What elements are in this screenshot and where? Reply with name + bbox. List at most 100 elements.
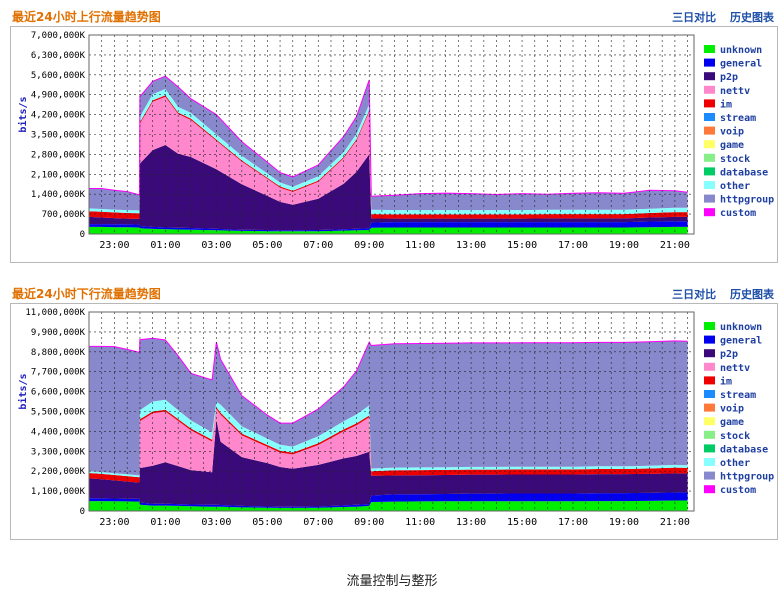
legend-label-database: database [720, 167, 768, 178]
upstream-three-day-compare-link[interactable]: 三日对比 [672, 11, 717, 24]
legend-label-other: other [720, 181, 750, 192]
legend-swatch-im [704, 99, 715, 108]
y-tick-label: 2,100,000K [31, 170, 86, 180]
x-tick-label: 15:00 [507, 517, 537, 528]
upstream-panel-header: 最近24小时上行流量趋势图 三日对比 历史图表 [10, 6, 778, 26]
legend-swatch-stream [704, 113, 715, 121]
x-tick-label: 15:00 [507, 240, 537, 251]
y-tick-label: 1,400,000K [31, 190, 86, 200]
upstream-panel: 最近24小时上行流量趋势图 三日对比 历史图表 0 700,000K 1,400,0… [10, 6, 778, 268]
legend-swatch-nettv [704, 362, 715, 371]
series-area-p2p [89, 145, 688, 231]
legend-label-im: im [720, 98, 732, 110]
legend-label-nettv: nettv [720, 86, 750, 97]
x-tick-label: 21:00 [660, 240, 690, 251]
legend-label-game: game [720, 417, 744, 428]
downstream-history-chart-link[interactable]: 历史图表 [730, 288, 774, 301]
legend-swatch-custom [704, 485, 715, 494]
legend-swatch-httpgroup [704, 194, 715, 203]
series-area-httpgroup [89, 76, 688, 211]
legend-label-game: game [720, 140, 744, 151]
legend-swatch-voip [704, 126, 715, 135]
legend-label-nettv: nettv [720, 363, 750, 374]
legend-swatch-database [704, 444, 715, 453]
legend-label-stock: stock [720, 154, 750, 165]
y-tick-label: 700,000K [42, 210, 86, 220]
x-tick-label: 07:00 [303, 517, 333, 528]
legend-swatch-voip [704, 403, 715, 412]
upstream-panel-links: 三日对比 历史图表 [662, 9, 774, 25]
legend-swatch-stock [704, 153, 715, 162]
x-tick-label: 03:00 [201, 517, 231, 528]
downstream-panel-title: 最近24小时下行流量趋势图 [12, 287, 161, 301]
legend-swatch-game [704, 417, 715, 426]
legend-swatch-p2p [704, 349, 715, 358]
legend-label-other: other [720, 458, 750, 469]
series-area-general [89, 492, 688, 508]
upstream-chart-box: 0 700,000K 1,400,000K 2,100,000K 2,800,000K 3… [10, 26, 778, 263]
legend-label-custom: custom [720, 208, 756, 219]
y-tick-label: 7,000,000K [31, 31, 86, 41]
x-tick-label: 17:00 [558, 517, 588, 528]
figure-caption: 流量控制与整形 [346, 574, 438, 589]
y-tick-label: 2,200,000K [31, 467, 86, 477]
plot-frame [88, 34, 695, 235]
legend-label-unknown: unknown [720, 322, 762, 333]
legend-swatch-im [704, 376, 715, 385]
x-tick-label: 01:00 [150, 517, 180, 528]
x-tick-label: 13:00 [456, 517, 486, 528]
y-tick-label: 6,600,000K [31, 388, 86, 398]
x-tick-label: 17:00 [558, 240, 588, 251]
x-tick-label: 19:00 [609, 240, 639, 251]
series-line-custom [89, 337, 688, 424]
y-tick-label: 6,300,000K [31, 51, 86, 61]
series-area-im [89, 407, 688, 483]
downstream-panel: 最近24小时下行流量趋势图 三日对比 历史图表 0 1,100,000K 2,200… [10, 283, 778, 545]
x-tick-label: 05:00 [252, 240, 282, 251]
x-tick-label: 23:00 [99, 240, 129, 251]
legend-swatch-custom [704, 208, 715, 217]
legend-swatch-stock [704, 430, 715, 439]
x-tick-label: 01:00 [150, 240, 180, 251]
legend-label-p2p: p2p [720, 72, 738, 83]
series-area-other [89, 399, 688, 478]
series-area-unknown [89, 226, 688, 234]
x-tick-label: 19:00 [609, 517, 639, 528]
y-tick-label: 3,300,000K [31, 447, 86, 457]
y-tick-label: 5,500,000K [31, 408, 86, 418]
legend-swatch-unknown [704, 45, 715, 53]
y-tick-label: 9,900,000K [31, 328, 86, 338]
series-area-im [89, 95, 688, 219]
legend-swatch-general [704, 335, 715, 344]
legend-label-database: database [720, 444, 768, 455]
series-area-general [89, 221, 688, 232]
downstream-panel-links: 三日对比 历史图表 [662, 286, 774, 302]
downstream-three-day-compare-link[interactable]: 三日对比 [672, 288, 717, 301]
x-tick-label: 03:00 [201, 240, 231, 251]
y-tick-label: 4,900,000K [31, 91, 86, 101]
x-tick-label: 05:00 [252, 517, 282, 528]
downstream-panel-header: 最近24小时下行流量趋势图 三日对比 历史图表 [10, 283, 778, 303]
y-tick-label: 2,800,000K [31, 150, 86, 160]
downstream-chart: 0 1,100,000K 2,200,000K 3,300,000K 4,400,000… [17, 308, 774, 528]
legend-swatch-other [704, 458, 715, 466]
y-axis-label: bits/s [17, 373, 29, 409]
legend-swatch-game [704, 140, 715, 149]
y-tick-label: 11,000,000K [25, 308, 85, 318]
plot-frame [88, 311, 695, 512]
legend-swatch-p2p [704, 72, 715, 81]
legend-swatch-nettv [704, 85, 715, 94]
legend-label-voip: voip [720, 403, 744, 415]
series-area-httpgroup [89, 338, 688, 476]
x-tick-label: 09:00 [354, 240, 384, 251]
legend-label-stream: stream [720, 390, 756, 401]
x-tick-label: 09:00 [354, 517, 384, 528]
upstream-chart: 0 700,000K 1,400,000K 2,100,000K 2,800,000K 3… [17, 31, 774, 251]
x-tick-label: 07:00 [303, 240, 333, 251]
y-tick-label: 1,100,000K [31, 487, 86, 497]
x-tick-label: 11:00 [405, 517, 435, 528]
downstream-chart-box: 0 1,100,000K 2,200,000K 3,300,000K 4,400,000… [10, 303, 778, 540]
legend-label-stream: stream [720, 113, 756, 124]
x-tick-label: 11:00 [405, 240, 435, 251]
upstream-history-chart-link[interactable]: 历史图表 [730, 11, 774, 24]
